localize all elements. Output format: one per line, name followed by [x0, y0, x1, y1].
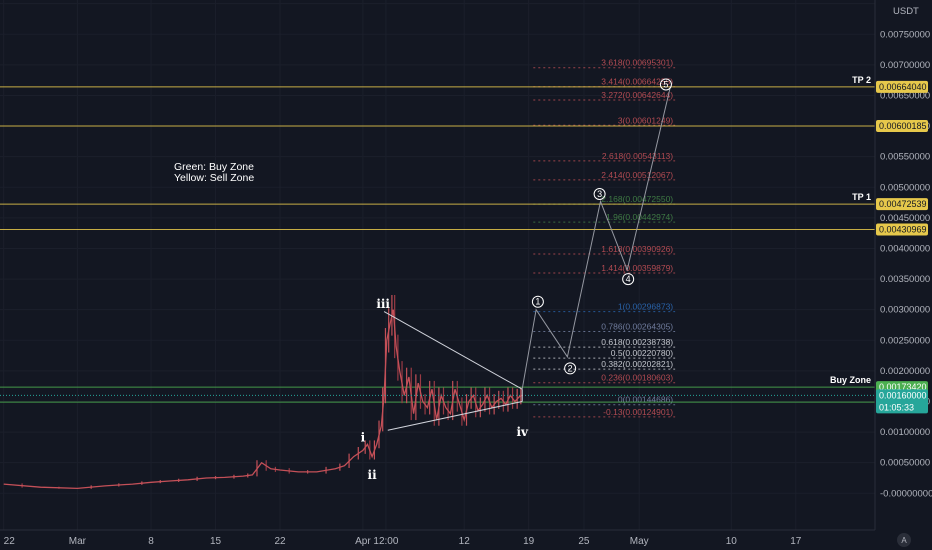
wave-circle-2	[564, 362, 577, 375]
wave-label-3: 3	[597, 189, 602, 199]
fib-label-6: 2.168(0.00472550)	[601, 194, 673, 204]
fib-label-0: 3.618(0.00695301)	[601, 58, 673, 68]
auto-scale-button[interactable]	[897, 533, 911, 547]
fib-label-8: 1.618(0.00390926)	[601, 244, 673, 254]
price-tick-2: 0.00700000	[880, 60, 930, 71]
wave-label-1: 1	[535, 297, 540, 307]
fib-label-5: 2.414(0.00512067)	[601, 170, 673, 180]
wave-circle-1	[531, 295, 544, 308]
wave-circle-3	[593, 188, 606, 201]
zone-badge-text-3: 0.00430969	[879, 225, 927, 235]
note-sell-zone: Yellow: Sell Zone	[174, 172, 254, 184]
fib-label-16: 0(0.00144686)	[618, 395, 673, 405]
wave-label-2: 2	[568, 363, 573, 373]
zone-label-2: TP 1	[852, 192, 871, 202]
zone-badge-1	[876, 119, 928, 132]
projection-path[interactable]	[521, 86, 671, 390]
time-tick-4: 22	[274, 536, 286, 547]
wave-label-i: i	[361, 431, 366, 445]
price-line	[3, 309, 523, 490]
time-tick-8: 19	[523, 536, 535, 547]
bar-countdown: 01:05:33	[879, 402, 914, 412]
price-tick-14: 0.00100000	[880, 427, 930, 438]
time-tick-1: Mar	[69, 536, 87, 547]
wave-projection[interactable]	[521, 86, 671, 390]
triangle-pattern[interactable]	[383, 311, 523, 431]
time-tick-9: 25	[578, 536, 590, 547]
price-series	[0, 294, 875, 490]
fib-label-12: 0.618(0.00238738)	[601, 337, 673, 347]
grid	[0, 0, 875, 530]
zone-lines[interactable]: TP 2 TP 1 Buy Zone	[0, 75, 875, 403]
time-tick-0: 22	[4, 536, 16, 547]
wave-label-4: 4	[626, 274, 631, 284]
price-tick-15: 0.00050000	[880, 458, 930, 469]
time-tick-5: Apr	[355, 536, 371, 547]
price-tick-8: 0.00400000	[880, 243, 930, 254]
price-tick-1: 0.00750000	[880, 29, 930, 40]
time-tick-7: 12	[459, 536, 471, 547]
auto-scale-label: A	[901, 536, 907, 545]
price-tick-16: -0.00000000	[880, 488, 932, 499]
fibonacci-levels: 3.618(0.00695301) 3.414(0.00664255) 3.272(…	[533, 58, 676, 418]
fib-label-4: 2.618(0.00543113)	[602, 151, 673, 161]
zone-badge-2	[876, 198, 928, 211]
current-price-badge	[876, 389, 928, 414]
price-tick-11: 0.00250000	[880, 335, 930, 346]
price-tick-3: 0.00650000	[880, 90, 930, 101]
wave-circle-5	[659, 78, 672, 91]
zone-badge-0	[876, 80, 928, 93]
note-buy-zone: Green: Buy Zone	[174, 161, 254, 173]
price-badges: 0.00664040 0.00600185 0.00472539 0.00430969…	[876, 80, 928, 414]
wave-label-ii: ii	[368, 468, 378, 482]
price-tick-7: 0.00450000	[880, 213, 930, 224]
price-axis: 0.007500000.007000000.006500000.00600000…	[880, 29, 932, 499]
zone-label-0: TP 2	[852, 75, 871, 85]
triangle-lower-line[interactable]	[387, 400, 523, 431]
notes: Green: Buy Zone Yellow: Sell Zone	[174, 161, 254, 184]
zone-badge-text-1: 0.00600185	[879, 121, 927, 131]
fib-label-11: 0.786(0.00264305)	[601, 322, 673, 332]
time-tick-12: 17	[790, 536, 802, 547]
time-tick-6: 12:00	[373, 536, 398, 547]
time-tick-10: May	[630, 536, 649, 547]
fib-label-13: 0.5(0.00220780)	[611, 348, 674, 358]
wave-label-iv: iv	[516, 425, 529, 439]
time-tick-2: 8	[148, 536, 154, 547]
time-axis: 22 Mar 8 15 22 Apr 12:00 12 19 25 May 10 17	[4, 536, 802, 547]
zone-badge-text-0: 0.00664040	[879, 82, 927, 92]
quote-unit-label: USDT	[893, 6, 919, 17]
current-price-value: 0.00160000	[879, 390, 927, 400]
wave-circle-4	[622, 273, 635, 286]
fib-label-14: 0.382(0.00202821)	[601, 359, 673, 369]
price-tick-10: 0.00300000	[880, 305, 930, 316]
price-tick-9: 0.00350000	[880, 274, 930, 285]
time-tick-3: 15	[210, 536, 222, 547]
zone-badge-3	[876, 223, 928, 236]
time-tick-11: 10	[726, 536, 738, 547]
price-tick-6: 0.00500000	[880, 182, 930, 193]
fib-label-3: 3(0.00601249)	[618, 115, 673, 125]
zone-label-4: Buy Zone	[830, 375, 871, 385]
fib-label-17: -0.13(0.00124901)	[603, 407, 673, 417]
fib-label-9: 1.414(0.00359879)	[601, 263, 673, 273]
fib-label-10: 1(0.00296873)	[618, 302, 673, 312]
wave-label-iii: iii	[376, 297, 390, 311]
fib-label-2: 3.272(0.00642644)	[601, 90, 673, 100]
fib-label-1: 3.414(0.00664255)	[601, 77, 673, 87]
fib-label-15: 0.236(0.00180603)	[601, 373, 673, 383]
price-tick-5: 0.00550000	[880, 152, 930, 163]
time-axis-panel[interactable]	[0, 530, 932, 550]
zone-badge-text-4: 0.00173420	[879, 382, 927, 392]
price-tick-12: 0.00200000	[880, 366, 930, 377]
triangle-upper-line[interactable]	[383, 311, 523, 390]
zone-badge-text-2: 0.00472539	[879, 199, 927, 209]
wave-label-5: 5	[663, 79, 668, 89]
